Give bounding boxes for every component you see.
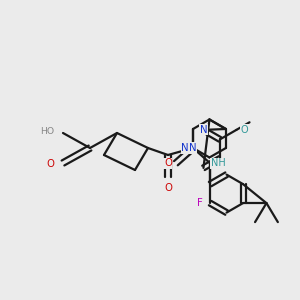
Text: F: F (197, 198, 203, 208)
Text: O: O (46, 159, 54, 169)
Text: NH: NH (211, 158, 226, 168)
Text: O: O (241, 125, 248, 135)
Text: O: O (164, 158, 172, 168)
Text: N: N (181, 143, 189, 153)
Text: N: N (189, 143, 197, 153)
Text: HO: HO (40, 127, 54, 136)
Text: O: O (164, 183, 172, 193)
Text: N: N (200, 125, 207, 135)
